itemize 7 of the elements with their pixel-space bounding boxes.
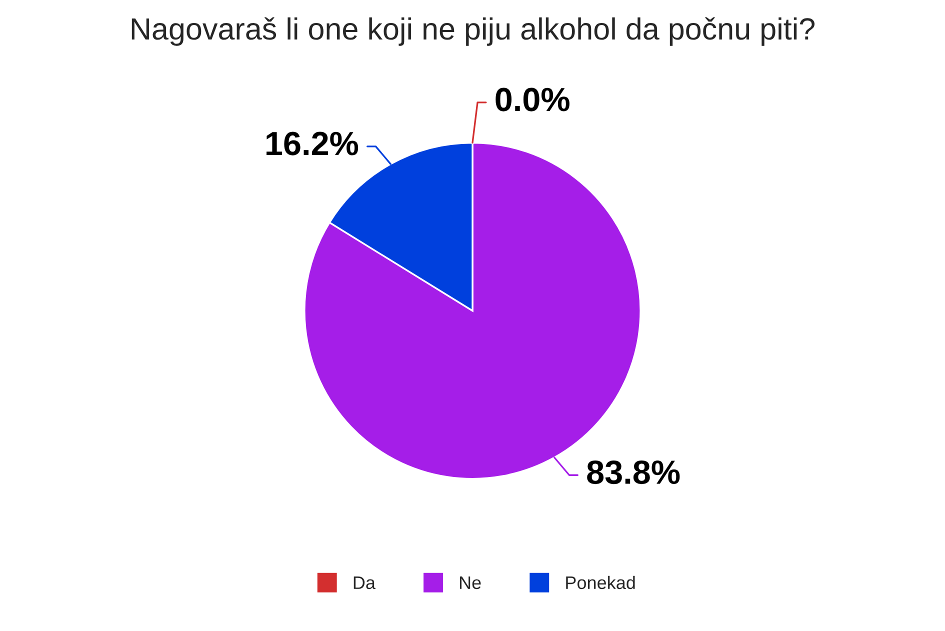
legend-label: Ne bbox=[460, 576, 481, 590]
data-label: 16.2% bbox=[266, 132, 358, 156]
chart-title: Nagovaraš li one koji ne piju alkohol da počnu piti? bbox=[132, 17, 815, 46]
legend-label: Ponekad bbox=[566, 576, 635, 590]
data-label: 83.8% bbox=[587, 460, 680, 484]
legend-label: Da bbox=[354, 576, 376, 590]
text: 0.0% bbox=[496, 88, 570, 112]
